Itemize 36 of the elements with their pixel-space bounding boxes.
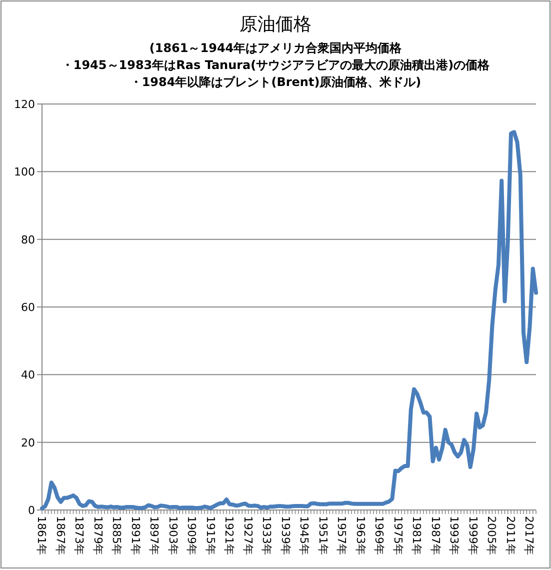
x-tick-label: 1951年	[316, 516, 330, 555]
x-tick-label: 1909年	[185, 516, 198, 555]
x-tick-label: 1963年	[354, 516, 367, 555]
y-tick-label: 80	[21, 233, 35, 246]
y-tick-label: 0	[28, 504, 35, 517]
x-tick-label: 2011年	[504, 516, 517, 555]
y-tick-label: 100	[14, 166, 35, 179]
x-tick-label: 1879年	[91, 516, 104, 555]
x-tick-label: 1891年	[128, 516, 142, 555]
x-tick-label: 1867年	[54, 516, 67, 555]
x-tick-label: 1873年	[72, 516, 86, 555]
x-tick-label: 1885年	[110, 516, 124, 555]
x-tick-label: 1927年	[241, 516, 254, 555]
y-tick-label: 120	[14, 98, 35, 111]
x-tick-label: 1915年	[204, 516, 217, 555]
x-tick-label: 1903年	[166, 516, 180, 555]
subtitle: (1861～1944年はアメリカ合衆国内平均価格・1945～1983年はRas Tanura(サウジアラビアの最大の原油積出港)の価格・1984年以降はブレント(Brent)原油価格、米ドル)	[61, 41, 490, 89]
x-tick-label: 1897年	[148, 516, 161, 555]
x-tick-label: 1981年	[410, 516, 424, 555]
x-tick-label: 2005年	[485, 516, 498, 555]
x-tick-label: 1945年	[298, 516, 311, 555]
x-tick-label: 1975年	[391, 516, 404, 555]
y-tick-label: 40	[21, 368, 35, 382]
x-tick-label: 1933年	[260, 516, 274, 555]
y-tick-label: 60	[21, 301, 35, 314]
x-tick-label: 1969年	[372, 516, 386, 555]
x-tick-label: 1993年	[448, 516, 461, 555]
title: 原油価格	[240, 14, 312, 35]
x-tick-label: 2017年	[522, 516, 536, 555]
y-tick-label: 20	[21, 436, 35, 450]
x-tick-label: 1921年	[222, 516, 236, 555]
x-tick-label: 1999年	[466, 516, 480, 555]
x-tick-label: 1987年	[428, 516, 442, 555]
x-tick-label: 1939年	[278, 516, 292, 555]
x-tick-label: 1957年	[335, 516, 348, 555]
x-tick-label: 1861年	[35, 516, 48, 555]
